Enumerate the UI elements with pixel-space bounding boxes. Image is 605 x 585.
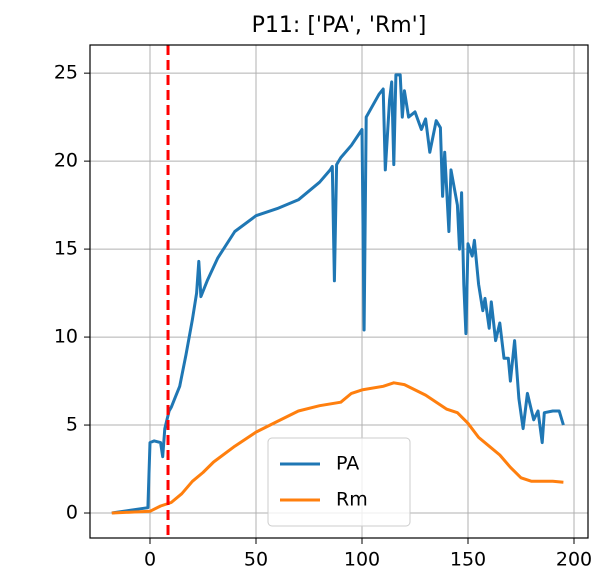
legend-box	[267, 437, 411, 527]
x-tick-label: 100	[344, 549, 380, 571]
y-tick-label: 0	[66, 502, 78, 524]
y-tick-label: 20	[54, 150, 78, 172]
x-tick-label: 0	[144, 549, 156, 571]
chart-title: P11: ['PA', 'Rm']	[252, 13, 427, 38]
legend-label: Rm	[336, 489, 368, 511]
line-series	[111, 381, 564, 515]
plot-frame	[89, 44, 589, 539]
y-tick-label: 10	[54, 326, 78, 348]
line-series	[111, 73, 565, 515]
x-tick-label: 200	[556, 549, 592, 571]
y-tick-label: 25	[54, 62, 78, 84]
x-tick-label: 50	[244, 549, 268, 571]
legend-label: PA	[336, 453, 359, 475]
x-tick-label: 150	[450, 549, 486, 571]
y-tick-label: 15	[54, 238, 78, 260]
legend: PA Rm	[267, 437, 411, 527]
y-tick-label: 5	[66, 414, 78, 436]
